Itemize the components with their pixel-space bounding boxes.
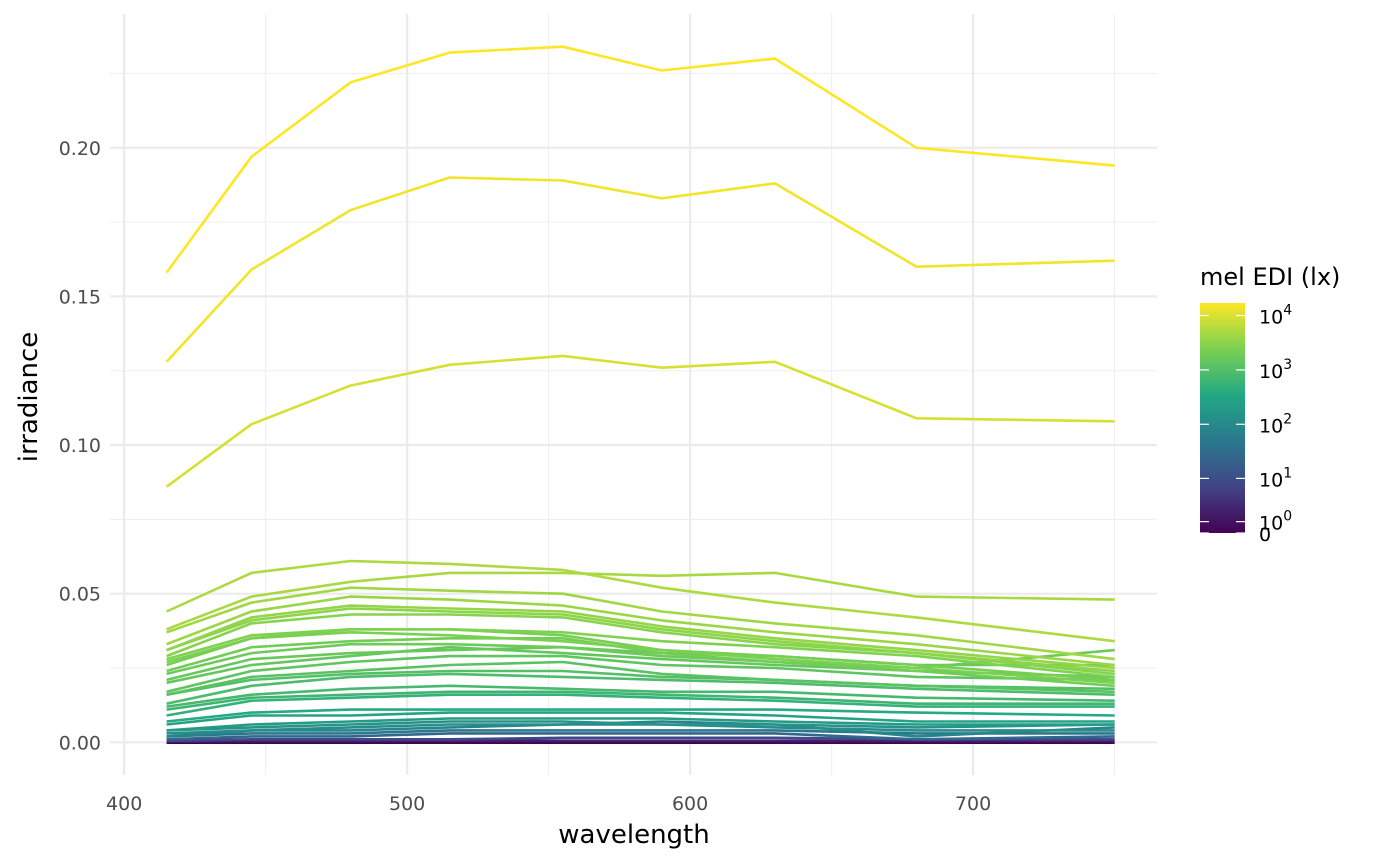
series-line (165, 45, 1115, 274)
series-line (166, 690, 1115, 711)
series-line (165, 176, 1115, 363)
series-line (166, 654, 1115, 694)
x-tick-label: 600 (672, 793, 708, 815)
x-tick-label: 400 (106, 793, 142, 815)
colorbar-tick-label: 101 (1259, 465, 1292, 491)
series-line (166, 607, 1115, 673)
series-line (166, 684, 1115, 708)
series-line (166, 630, 1115, 685)
series-line (166, 720, 1115, 732)
colorbar-tick-label: 102 (1259, 411, 1292, 437)
y-tick-label: 0.15 (59, 286, 101, 308)
series-line (166, 559, 1115, 643)
series-line (166, 708, 1115, 723)
series-line (166, 717, 1115, 732)
y-tick-label: 0.20 (59, 138, 101, 160)
series-line (165, 354, 1115, 488)
series-line (166, 736, 1115, 743)
series-line (166, 739, 1115, 743)
legend-title: mel EDI (lx) (1200, 263, 1340, 291)
x-axis-title: wavelength (558, 820, 709, 850)
y-axis-title: irradiance (14, 332, 44, 463)
series-line (166, 723, 1115, 735)
y-tick-label: 0.10 (59, 435, 101, 457)
y-axis-tick-labels: 0.00 0.05 0.10 0.15 0.20 (59, 138, 101, 755)
series-line (166, 636, 1115, 688)
plot-panel (110, 14, 1157, 775)
series-line (166, 693, 1115, 717)
series-line (166, 586, 1115, 661)
series-line (166, 595, 1115, 667)
colorbar-tick-label: 100 (1259, 509, 1292, 535)
colorbar-tick-label: 103 (1259, 357, 1292, 383)
series-line (166, 732, 1115, 741)
colorbar (1200, 303, 1245, 533)
colorbar-tick-label: 0 (1259, 524, 1271, 546)
y-tick-label: 0.00 (59, 732, 101, 754)
series-line (166, 571, 1115, 631)
series-line (166, 672, 1115, 705)
x-axis-tick-labels: 400 500 600 700 (106, 793, 991, 815)
series-line (166, 627, 1115, 679)
series-line (166, 604, 1115, 670)
series-line (166, 660, 1115, 696)
y-tick-label: 0.05 (59, 584, 101, 606)
x-tick-label: 700 (955, 793, 991, 815)
x-tick-label: 500 (389, 793, 425, 815)
colorbar-tick-label: 104 (1259, 303, 1292, 329)
series-line (166, 711, 1115, 726)
series-lines (165, 45, 1115, 745)
